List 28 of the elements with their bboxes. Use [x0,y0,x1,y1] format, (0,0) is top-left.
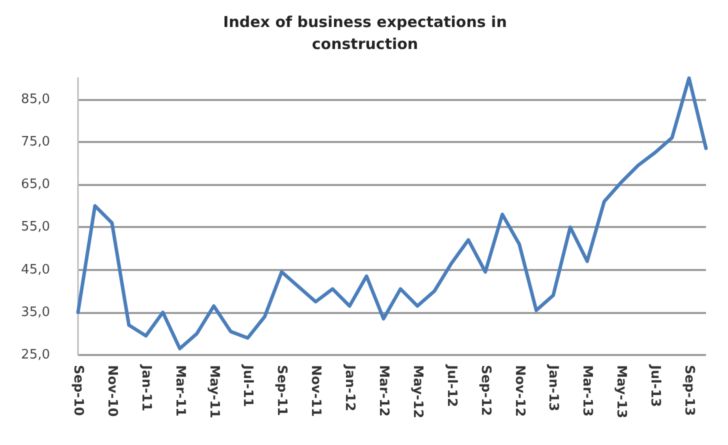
y-tick-label: 65,0 [21,177,50,192]
x-tick-label: Nov-11 [308,365,324,417]
x-tick-label: Nov-10 [104,365,120,417]
x-tick-label: Mar-13 [580,365,595,417]
x-tick-label: Jul-12 [444,364,459,408]
x-tick-label: Jul-11 [240,364,256,408]
y-tick-label: 45,0 [21,262,50,278]
y-tick-label: 25,0 [21,348,50,362]
x-tick-label: Jan-13 [546,364,561,412]
x-tick-label: May-12 [410,365,425,418]
x-tick-label: Jan-11 [138,364,154,412]
y-tick-label: 75,0 [21,134,50,150]
x-tick-label: Mar-12 [376,365,392,417]
x-tick-label: Sep-12 [478,365,493,416]
x-tick-label: Sep-13 [682,365,697,416]
x-tick-label: Mar-11 [172,365,188,417]
x-tick-label: May-13 [614,365,629,418]
x-tick-label: May-11 [206,365,222,418]
x-tick-label: Sep-10 [70,365,86,416]
line-series [76,76,708,350]
x-tick-label: Jan-12 [342,364,358,412]
chart-title: Index of business expectations in construction [223,13,507,53]
y-tick-label: 35,0 [21,304,50,320]
x-tick-label: Sep-11 [274,365,290,416]
x-tick-label: Jul-13 [648,364,663,408]
y-tick-label: 55,0 [21,220,50,235]
y-tick-label: 85,0 [21,92,50,107]
x-tick-label: Nov-12 [512,365,527,417]
